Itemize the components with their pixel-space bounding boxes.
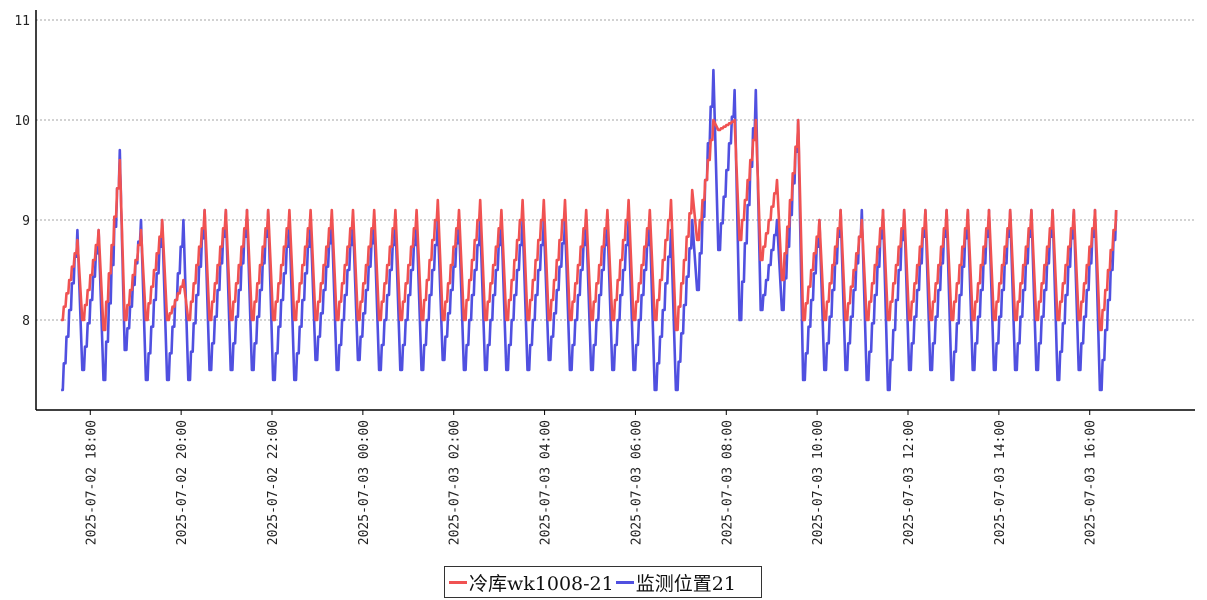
x-tick-label-3: 2025-07-03 00:00 [357, 420, 372, 545]
legend-item-monitor[interactable]: 监测位置21 [615, 569, 736, 596]
legend-swatch-monitor [615, 580, 634, 584]
legend-label-coldstore: 冷库wk1008-21 [469, 572, 614, 595]
legend-swatch-coldstore [449, 580, 467, 584]
axes [35, 10, 1195, 415]
x-tick-label-11: 2025-07-03 16:00 [1084, 420, 1099, 545]
x-tick-label-10: 2025-07-03 14:00 [993, 420, 1008, 545]
x-tick-label-2: 2025-07-02 22:00 [266, 420, 281, 545]
x-tick-label-9: 2025-07-03 12:00 [902, 420, 917, 545]
y-tick-labels: 8 9 10 11 [14, 14, 30, 329]
x-tick-label-6: 2025-07-03 06:00 [629, 420, 644, 545]
y-tick-label-2: 10 [14, 114, 30, 129]
y-tick-label-0: 8 [22, 314, 30, 329]
legend-item-coldstore[interactable]: 冷库wk1008-21 [449, 569, 614, 596]
x-tick-label-8: 2025-07-03 10:00 [811, 420, 826, 545]
legend-label-monitor: 监测位置21 [635, 572, 736, 595]
series-lines [61, 68, 1118, 392]
x-tick-label-1: 2025-07-02 20:00 [175, 420, 190, 545]
grid-lines [36, 19, 1195, 321]
series-line-0 [61, 118, 1118, 332]
y-tick-label-3: 11 [14, 14, 30, 29]
series-line-1 [61, 68, 1118, 392]
x-tick-label-0: 2025-07-02 18:00 [84, 420, 99, 545]
x-tick-label-7: 2025-07-03 08:00 [720, 420, 735, 545]
legend: 冷库wk1008-21 监测位置21 [444, 566, 762, 598]
x-tick-label-5: 2025-07-03 04:00 [539, 420, 554, 545]
y-tick-label-1: 9 [22, 214, 30, 229]
x-tick-label-4: 2025-07-03 02:00 [448, 420, 463, 545]
x-tick-labels: 2025-07-02 18:00 2025-07-02 20:00 2025-07-… [84, 420, 1098, 545]
